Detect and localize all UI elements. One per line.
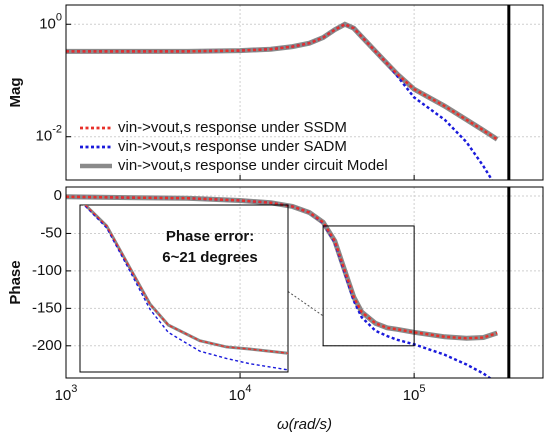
legend-label: vin->vout,s response under SSDM <box>118 119 347 136</box>
x-tick-label: 105 <box>403 383 426 404</box>
y-tick-label: -200 <box>32 337 62 354</box>
plot-frame <box>65 186 544 379</box>
plot-area <box>66 5 543 180</box>
y-axis-label: Phase <box>7 260 24 304</box>
tick-exponent: 5 <box>419 383 425 395</box>
tick-base: 10 <box>36 128 53 145</box>
tick-base: 10 <box>39 15 56 32</box>
plot-frame <box>65 4 544 181</box>
annotation: 6~21 degrees <box>162 249 258 266</box>
tick-exponent: 0 <box>56 11 62 23</box>
tick-base: 10 <box>229 387 246 404</box>
zoom-box <box>322 225 415 347</box>
series-line <box>83 205 288 355</box>
y-tick-label: 0 <box>54 187 62 204</box>
y-tick-label: -150 <box>32 299 62 316</box>
leader-line <box>287 291 324 317</box>
y-tick-label: 100 <box>39 11 62 32</box>
x-axis-label: ω(rad/s) <box>277 416 332 433</box>
x-tick-label: 104 <box>229 383 252 404</box>
tick-exponent: 4 <box>245 383 251 395</box>
legend-label: vin->vout,s response under SADM <box>118 138 347 155</box>
tick-base: 10 <box>403 387 420 404</box>
y-tick-label: -100 <box>32 262 62 279</box>
annotation: Phase error: <box>166 228 254 245</box>
tick-base: 10 <box>55 387 72 404</box>
series-line <box>66 194 498 341</box>
series-line <box>66 22 498 141</box>
y-axis-label: Mag <box>7 78 24 108</box>
x-tick-label: 103 <box>55 383 78 404</box>
y-tick-label: 10-2 <box>36 124 62 145</box>
inset <box>79 204 289 373</box>
y-tick-label: -50 <box>40 224 62 241</box>
tick-exponent: 3 <box>71 383 77 395</box>
legend-label: vin->vout,s response under circuit Model <box>118 157 388 174</box>
tick-exponent: -2 <box>52 124 62 136</box>
series-line <box>83 205 288 371</box>
